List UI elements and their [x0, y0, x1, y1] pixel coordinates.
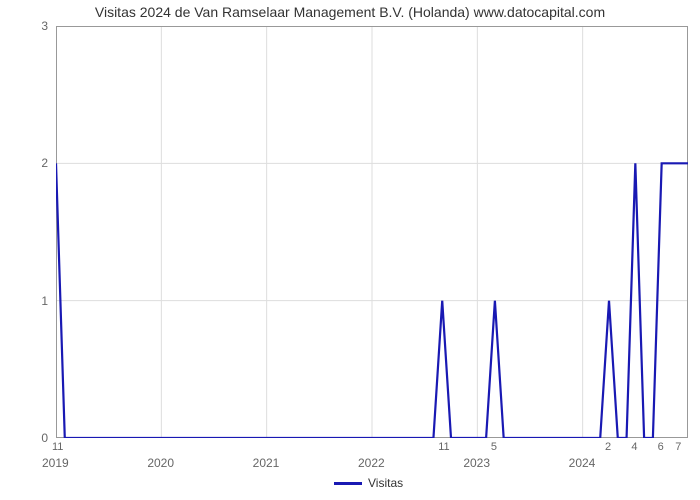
x-small-label: 2: [605, 441, 611, 453]
x-year-label: 2021: [253, 456, 280, 470]
y-tick-label: 1: [41, 294, 48, 308]
x-small-label: 7: [675, 441, 681, 453]
x-small-label: 11: [52, 441, 63, 453]
x-year-label: 2024: [569, 456, 596, 470]
x-small-label: 11: [438, 441, 449, 453]
x-small-label: 5: [491, 441, 497, 453]
chart-title: Visitas 2024 de Van Ramselaar Management…: [0, 4, 700, 20]
x-year-label: 2022: [358, 456, 385, 470]
y-tick-label: 3: [41, 19, 48, 33]
legend: Visitas: [334, 476, 403, 490]
x-year-label: 2023: [463, 456, 490, 470]
y-tick-label: 0: [41, 431, 48, 445]
legend-swatch: [334, 482, 362, 485]
legend-label: Visitas: [368, 476, 403, 490]
y-tick-label: 2: [41, 156, 48, 170]
plot-svg: [56, 26, 688, 438]
x-small-label: 6: [658, 441, 664, 453]
x-year-label: 2020: [147, 456, 174, 470]
chart-container: { "chart": { "type": "line", "title": "V…: [0, 0, 700, 500]
x-year-label: 2019: [42, 456, 69, 470]
x-small-label: 4: [631, 441, 637, 453]
